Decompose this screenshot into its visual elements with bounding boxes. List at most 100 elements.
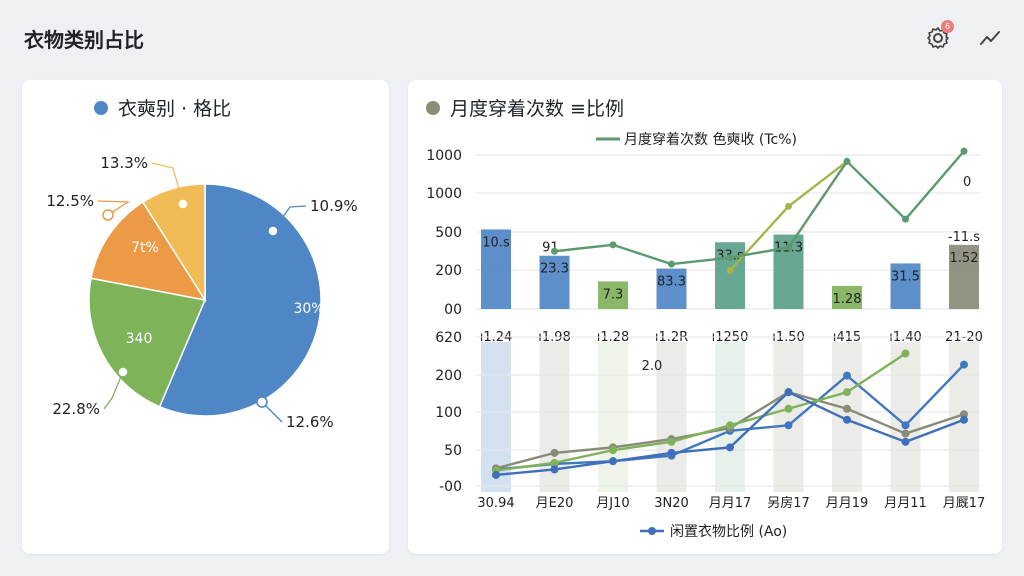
top-line-primary-point (726, 254, 734, 262)
bottom-series-line-point (609, 457, 617, 466)
pie-card-title: 衣奭别 · 格比 (94, 94, 231, 121)
bottom-ghost-bar (656, 342, 687, 492)
bottom-series-line-point (901, 437, 910, 446)
top-line-secondary-point (726, 267, 734, 274)
top-line-primary-point (960, 147, 968, 155)
page-title: 衣物类别占比 (24, 28, 144, 52)
top-bar (949, 244, 979, 309)
bottom-x-label: 3N20 (654, 496, 689, 511)
bottom-x-label: 30.94 (477, 496, 514, 511)
pie-slice (141, 183, 206, 303)
page-header: 衣物类别占比 6 (0, 0, 1024, 72)
pie-chart: 30% 340 7t% 10.9% 12.6% 22.8% 12.5% 13.3% (46, 154, 358, 431)
pie-callout-label: 13.3% (100, 154, 148, 172)
bottom-x-label: 月E20 (536, 496, 574, 511)
bottom-series-line-point (901, 349, 910, 358)
top-bar-label: 1.52 (950, 251, 979, 266)
pie-callout-label: 12.5% (46, 192, 94, 210)
bottom-series-line-point (960, 415, 968, 424)
trend-button[interactable] (974, 22, 1006, 54)
bottom-note: 2.0 (642, 359, 663, 374)
top-bar (598, 281, 628, 309)
combo-title-dot (426, 100, 440, 115)
bottom-x-label: 月月17 (709, 496, 752, 511)
bottom-series-line (495, 352, 907, 472)
top-bar (715, 242, 745, 309)
pie-callout-label: 22.8% (52, 400, 100, 418)
top-bar (481, 229, 511, 309)
legend-bottom-label: 闲置衣物比例 (Ao) (670, 524, 787, 540)
bottom-x-label: 月厩17 (943, 496, 986, 511)
top-y-tick-label: 00 (444, 302, 462, 318)
bottom-series-line-point (550, 458, 559, 467)
combo-chart: 月度穿着次数 色奭收 (Tc%)100010005002000010.s23.3… (426, 131, 986, 540)
top-y-tick-label: 500 (435, 225, 462, 241)
pie-callout-dot (117, 366, 129, 378)
combo-card-title: 月度穿着次数 ≡比例 (426, 94, 624, 121)
pie-callout-line (151, 162, 184, 205)
bottom-series-line-point (667, 448, 676, 457)
pie-slice (90, 201, 207, 302)
pie-card: 衣奭别 · 格比 30% 340 7t% 10.9% 12.6% 22.8% 12.5% 13… (22, 80, 389, 554)
top-bar-label: 7.3 (603, 287, 624, 302)
bottom-y-tick-label: 100 (435, 405, 462, 421)
top-line-secondary-point (785, 202, 792, 210)
pie-callout-line (261, 401, 283, 423)
top-y-tick-label: 1000 (426, 148, 462, 164)
bottom-series-line-point (960, 360, 968, 369)
bottom-ghost-bar (715, 342, 745, 492)
bottom-series-line-point (550, 465, 559, 474)
bottom-x-label: 月月11 (884, 496, 927, 511)
bottom-series-line-point (784, 421, 793, 430)
bottom-series-line-point (843, 415, 851, 424)
top-line-primary-point (668, 260, 675, 268)
pie-slice-label: 7t% (131, 240, 159, 256)
pie-slice-label: 30% (293, 301, 324, 317)
top-line-primary-point (902, 215, 909, 223)
top-bar (832, 285, 862, 309)
top-bar-label: 31.5 (891, 269, 920, 284)
bottom-y-tick-label: 50 (444, 443, 462, 459)
legend-bottom-dot (648, 527, 656, 535)
bottom-x-label: 另房17 (767, 495, 810, 511)
bottom-ghost-bar (598, 342, 628, 492)
bottom-series-line-point (901, 421, 910, 430)
pie-callout-label: 10.9% (310, 197, 358, 215)
top-bar-label: 23.3 (540, 262, 569, 277)
settings-badge: 6 (941, 20, 954, 33)
top-line-end-label: 0 (963, 175, 971, 190)
top-line-primary-point (785, 243, 792, 251)
bottom-series-line-point (667, 437, 676, 446)
bottom-series-line-point (550, 448, 559, 457)
top-bar-label: 10.s (482, 235, 510, 250)
legend-top-label: 月度穿着次数 色奭收 (Tc%) (624, 131, 797, 148)
combo-title-text: 月度穿着次数 ≡比例 (450, 98, 624, 120)
bottom-x-label: 月月19 (826, 496, 869, 511)
combo-card: 月度穿着次数 ≡比例 月度穿着次数 色奭收 (Tc%) 1000 1000 500 20… (408, 80, 1002, 554)
bottom-series-line-point (492, 470, 500, 479)
pie-callout-dot (102, 209, 114, 221)
top-line-primary (554, 150, 965, 266)
bottom-series-line-point (609, 446, 617, 455)
pie-title-text: 衣奭别 · 格比 (118, 98, 232, 120)
pie-callout-dot (177, 198, 189, 210)
bottom-series-line-point (784, 388, 793, 397)
bottom-x-label: 月J10 (596, 496, 629, 511)
bottom-series-line-point (960, 410, 968, 419)
bottom-series-line-point (843, 404, 851, 413)
bottom-y-tick-label: 200 (435, 368, 462, 384)
pie-title-dot (94, 100, 108, 115)
pie-callout-dot (267, 225, 279, 237)
top-bar-label: 83.3 (657, 275, 686, 290)
gear-icon (927, 27, 949, 49)
pie-callout-line (272, 205, 307, 232)
bottom-y-tick-label: 620 (435, 330, 462, 346)
top-y-tick-label: 1000 (426, 186, 462, 202)
trend-line-icon (980, 31, 1000, 45)
top-extra-label: -11.s (948, 230, 980, 245)
settings-button[interactable]: 6 (922, 20, 954, 54)
bottom-series-line-point (726, 443, 734, 452)
top-bar (890, 263, 921, 309)
pie-callout-dot (256, 396, 268, 408)
bottom-series-line-point (726, 421, 734, 430)
